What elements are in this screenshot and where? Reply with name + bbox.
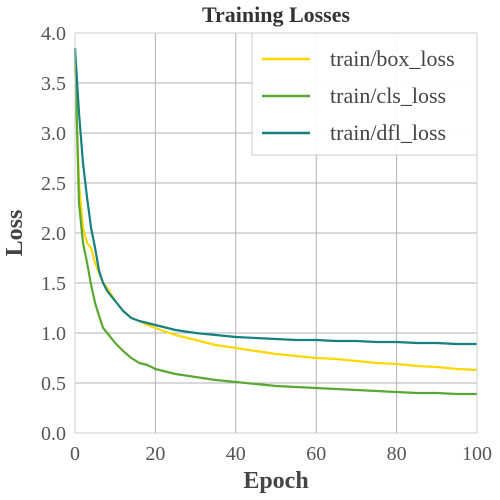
legend-box bbox=[251, 32, 478, 156]
x-tick-label: 40 bbox=[226, 443, 246, 465]
x-tick-label: 20 bbox=[145, 443, 165, 465]
y-tick-label: 3.5 bbox=[41, 73, 66, 95]
x-tick-label: 0 bbox=[70, 443, 80, 465]
x-tick-label: 60 bbox=[306, 443, 326, 465]
x-axis-title: Epoch bbox=[243, 468, 308, 494]
legend-label-train-box-loss: train/box_loss bbox=[330, 46, 455, 71]
series-line-train-box-loss bbox=[73, 62, 478, 372]
y-axis-title: Loss bbox=[2, 210, 28, 257]
y-tick-labels: 0.0 0.5 1.0 1.5 2.0 2.5 3.0 3.5 4.0 bbox=[41, 23, 66, 445]
y-tick-label: 4.0 bbox=[41, 23, 66, 45]
y-tick-label: 2.5 bbox=[41, 173, 66, 195]
y-tick-label: 0.5 bbox=[41, 373, 66, 395]
legend-label-train-dfl-loss: train/dfl_loss bbox=[330, 120, 446, 145]
y-tick-label: 1.5 bbox=[41, 273, 66, 295]
y-tick-label: 0.0 bbox=[41, 423, 66, 445]
y-tick-label: 1.0 bbox=[41, 323, 66, 345]
series-lines bbox=[73, 47, 478, 396]
x-tick-labels: 0 20 40 60 80 100 bbox=[70, 443, 492, 465]
legend-label-train-cls-loss: train/cls_loss bbox=[330, 83, 446, 108]
legend: train/box_loss train/cls_loss train/dfl_lo… bbox=[251, 32, 478, 156]
x-tick-label: 100 bbox=[462, 443, 492, 465]
series-line-train-cls-loss bbox=[73, 52, 477, 396]
x-tick-label: 80 bbox=[387, 443, 407, 465]
y-tick-label: 3.0 bbox=[41, 123, 66, 145]
chart-title: Training Losses bbox=[202, 2, 351, 27]
series-line-train-dfl-loss bbox=[73, 47, 477, 346]
y-tick-label: 2.0 bbox=[41, 223, 66, 245]
